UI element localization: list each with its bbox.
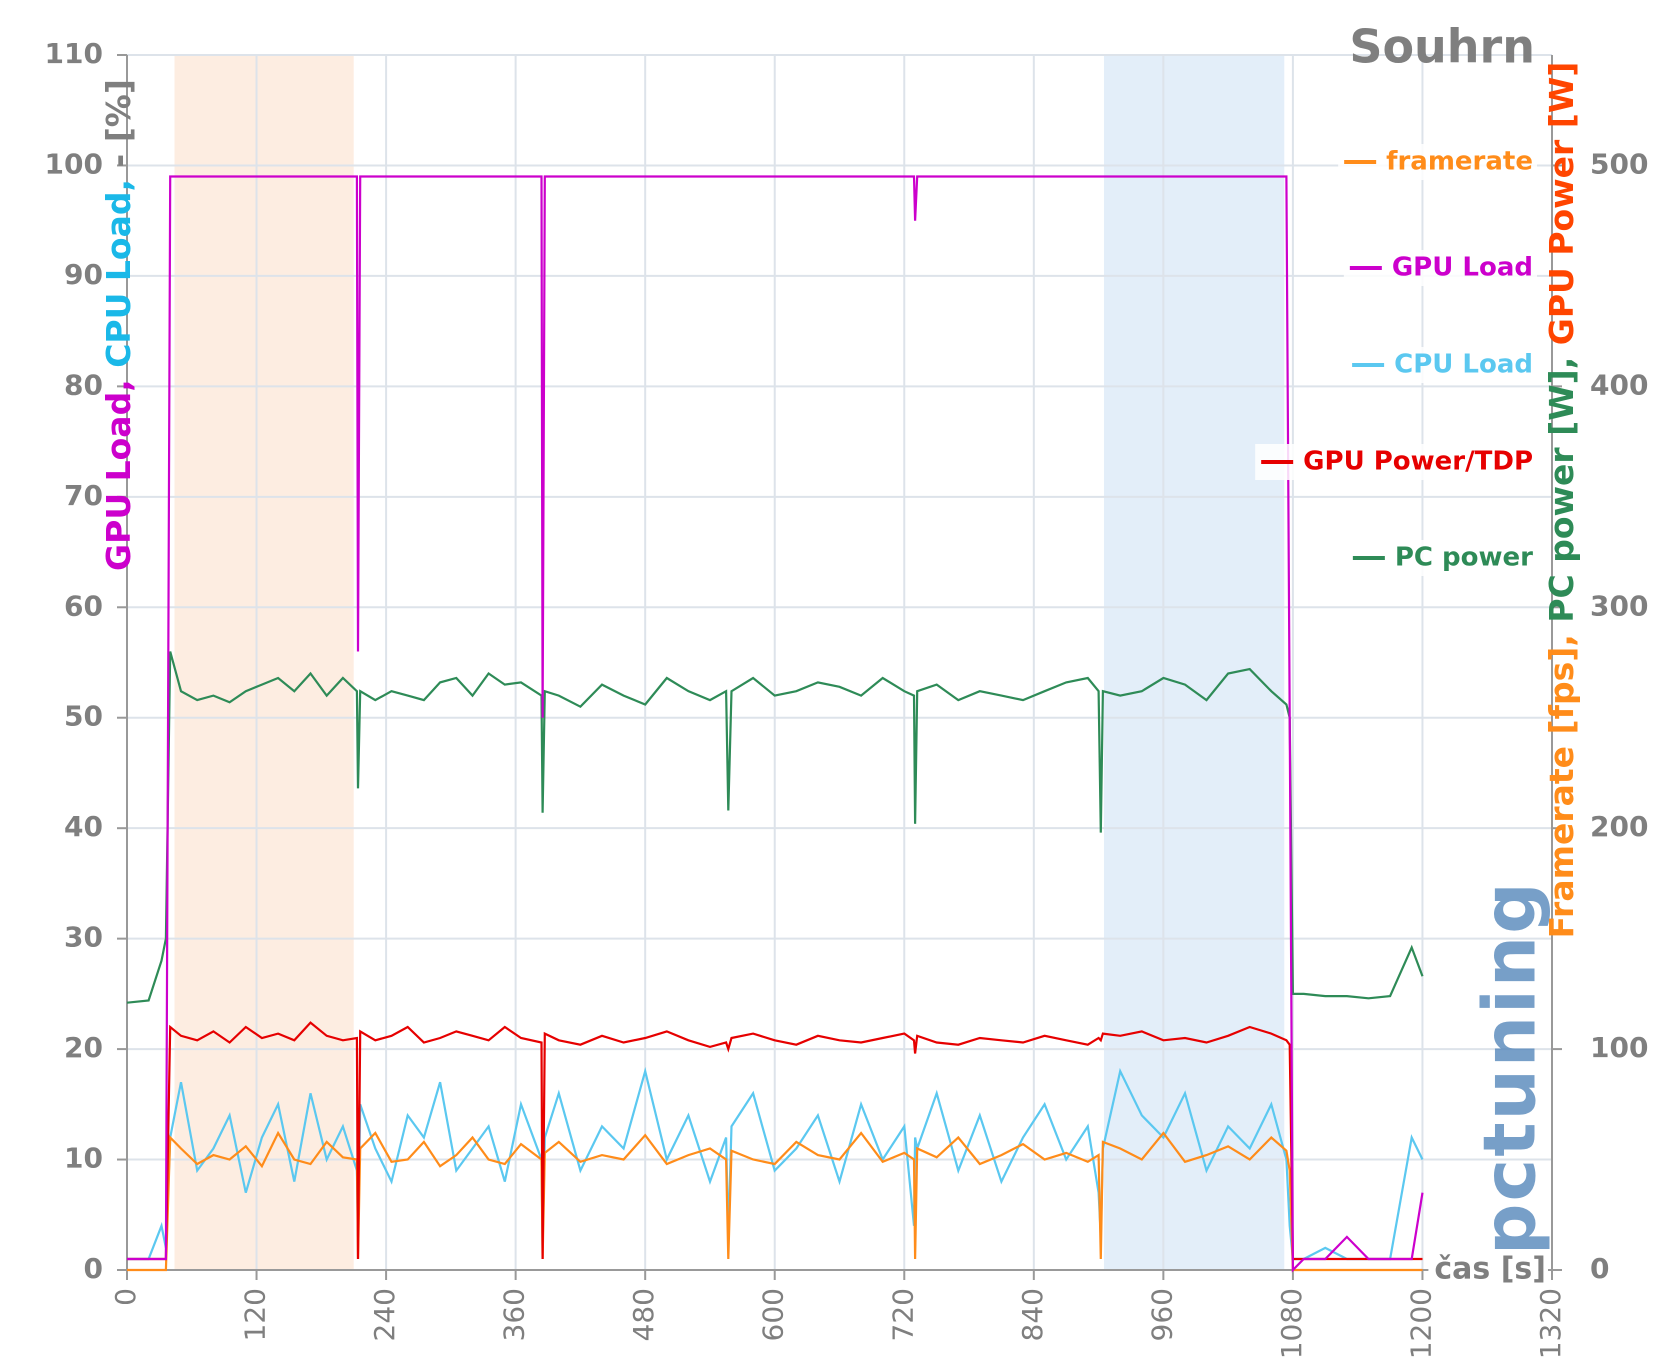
x-tick-label: 0	[109, 1288, 142, 1306]
chart-title: Souhrn	[1349, 20, 1535, 74]
y-axis-title: GPU Load, CPU Load, - [%]	[99, 79, 138, 571]
y2-axis-title: Framerate [fps], PC power [W], GPU Power…	[1542, 62, 1581, 939]
legend-background	[1255, 444, 1537, 480]
y2-tick-label: 300	[1590, 589, 1648, 622]
y-tick-label: 50	[64, 700, 103, 733]
x-tick-label: 120	[239, 1288, 272, 1341]
y-tick-label: 10	[64, 1142, 103, 1175]
series-line	[126, 651, 1424, 1004]
x-tick-label: 360	[498, 1288, 531, 1341]
y2-tick-label: 500	[1590, 147, 1648, 180]
y-tick-label: 80	[64, 368, 103, 401]
y2-axis-title-part: Framerate [fps],	[1542, 623, 1581, 939]
legend-label: GPU Load	[1392, 253, 1533, 283]
x-tick-label: 1320	[1534, 1288, 1567, 1359]
x-tick-label: 1080	[1275, 1288, 1308, 1359]
y-tick-label: 60	[64, 589, 103, 622]
series-line	[127, 1021, 1423, 1261]
x-tick-label: 840	[1016, 1288, 1049, 1341]
y-axis-title-part: - [%]	[99, 79, 138, 167]
x-tick-label: 600	[757, 1288, 790, 1341]
y2-tick-label: 400	[1590, 368, 1648, 401]
y-tick-label: 70	[64, 479, 103, 512]
x-tick-label: 1200	[1404, 1288, 1437, 1359]
legend-label: framerate	[1386, 147, 1533, 177]
legend-label: PC power	[1395, 543, 1533, 573]
x-tick-label: 720	[886, 1288, 919, 1341]
y-tick-label: 110	[45, 37, 103, 70]
plot-background	[174, 55, 1285, 1270]
x-tick-label: 240	[368, 1288, 401, 1341]
legend-label: GPU Power/TDP	[1303, 447, 1533, 477]
series-line	[127, 1130, 1423, 1272]
x-tick-label: 960	[1145, 1288, 1178, 1341]
y-tick-label: 30	[64, 921, 103, 954]
y2-tick-label: 200	[1590, 810, 1648, 843]
y-tick-label: 0	[84, 1252, 103, 1285]
y2-tick-label: 100	[1590, 1031, 1648, 1064]
y2-axis-title-part: PC power [W],	[1542, 345, 1581, 622]
series-line	[127, 175, 1424, 1273]
y-axis-title-part: GPU Load,	[99, 368, 138, 571]
y2-axis-title-part: GPU Power [W]	[1542, 62, 1581, 346]
y2-tick-label: 0	[1590, 1252, 1609, 1285]
y-tick-label: 20	[64, 1031, 103, 1064]
x-axis-title-background	[1428, 1250, 1548, 1290]
y-tick-label: 100	[45, 147, 103, 180]
y-tick-label: 90	[64, 258, 103, 291]
x-axis-title: čas [s]	[1434, 1252, 1546, 1287]
y-tick-label: 40	[64, 810, 103, 843]
highlight-region	[1103, 55, 1285, 1270]
legend-label: CPU Load	[1394, 350, 1533, 380]
watermark: pctuning	[1468, 880, 1552, 1255]
y-axis-title-part: CPU Load,	[99, 167, 138, 367]
highlight-region	[174, 55, 354, 1270]
x-tick-label: 480	[627, 1288, 660, 1341]
